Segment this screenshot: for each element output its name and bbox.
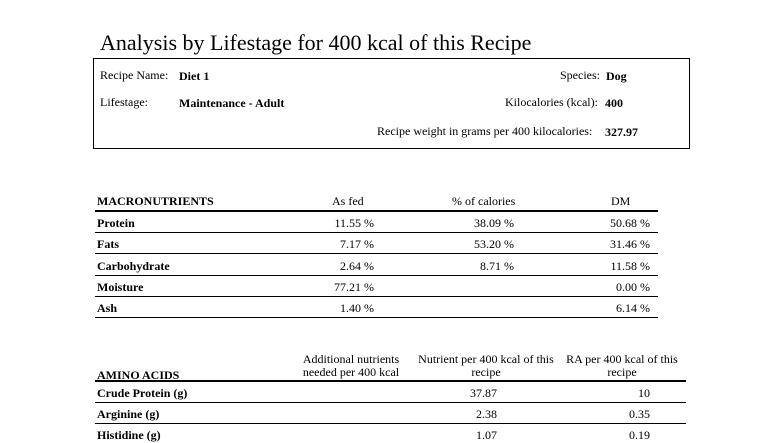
header-divider — [95, 210, 658, 212]
column-header-additional-nutrients: Additional nutrients needed per 400 kcal — [302, 352, 400, 379]
row-divider — [95, 253, 658, 254]
dm-value: 50.68 % — [610, 216, 650, 230]
species-value: Dog — [606, 69, 627, 83]
recipe-info-box: Recipe Name: Diet 1 Species: Dog Lifesta… — [93, 58, 690, 149]
pct-calories-value: 8.71 % — [480, 259, 514, 273]
row-divider — [95, 296, 658, 297]
kilocalories-label: Kilocalories (kcal): — [505, 95, 598, 109]
pct-calories-value: 53.20 % — [474, 237, 514, 251]
lifestage-value: Maintenance - Adult — [179, 96, 285, 110]
row-label: Moisture — [97, 280, 144, 294]
amino-acids-header: AMINO ACIDS — [97, 368, 180, 382]
column-header-ra-per-400-kcal: RA per 400 kcal of this recipe — [566, 352, 678, 379]
as-fed-value: 77.21 % — [334, 280, 374, 294]
species-label: Species: — [560, 68, 600, 82]
column-header-dm: DM — [611, 194, 631, 208]
row-label: Crude Protein (g) — [97, 386, 188, 400]
recipe-weight-value: 327.97 — [605, 125, 638, 139]
row-label: Ash — [97, 301, 118, 315]
row-label: Protein — [97, 216, 135, 230]
row-divider — [95, 317, 658, 318]
row-label: Arginine (g) — [97, 407, 160, 421]
as-fed-value: 1.40 % — [340, 301, 374, 315]
nutrient-value: 1.07 — [476, 428, 497, 442]
as-fed-value: 7.17 % — [340, 237, 374, 251]
recipe-weight-label: Recipe weight in grams per 400 kilocalor… — [377, 124, 593, 138]
nutrient-value: 37.87 — [470, 386, 497, 400]
row-divider — [95, 275, 658, 276]
row-label: Histidine (g) — [97, 428, 161, 442]
as-fed-value: 2.64 % — [340, 259, 374, 273]
row-label: Carbohydrate — [97, 259, 170, 273]
dm-value: 6.14 % — [616, 301, 650, 315]
kilocalories-value: 400 — [605, 96, 623, 110]
ra-value: 0.35 — [629, 407, 650, 421]
lifestage-label: Lifestage: — [100, 95, 148, 109]
page-title: Analysis by Lifestage for 400 kcal of th… — [100, 30, 532, 55]
as-fed-value: 11.55 % — [334, 216, 374, 230]
row-label: Fats — [97, 237, 119, 251]
column-header-nutrient-per-400-kcal: Nutrient per 400 kcal of this recipe — [418, 352, 554, 379]
dm-value: 11.58 % — [610, 259, 650, 273]
dm-value: 31.46 % — [610, 237, 650, 251]
header-divider — [95, 380, 686, 382]
row-divider — [95, 423, 686, 424]
column-header-pct-calories: % of calories — [452, 194, 516, 208]
ra-value: 10 — [638, 386, 650, 400]
row-divider — [95, 232, 658, 233]
pct-calories-value: 38.09 % — [474, 216, 514, 230]
column-header-as-fed: As fed — [332, 194, 364, 208]
recipe-name-label: Recipe Name: — [100, 68, 169, 82]
row-divider — [95, 402, 686, 403]
nutrient-value: 2.38 — [476, 407, 497, 421]
dm-value: 0.00 % — [616, 280, 650, 294]
macronutrients-header: MACRONUTRIENTS — [97, 194, 214, 208]
recipe-name-value: Diet 1 — [179, 69, 210, 83]
ra-value: 0.19 — [629, 428, 650, 442]
